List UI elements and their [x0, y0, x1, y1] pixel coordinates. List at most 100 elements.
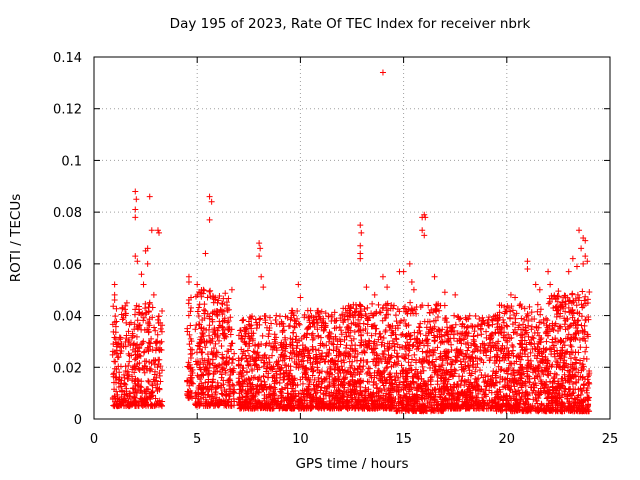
data-point: [228, 340, 235, 347]
data-point: [140, 399, 147, 406]
data-point: [357, 383, 364, 390]
data-point: [134, 258, 141, 265]
data-point: [119, 316, 126, 323]
data-point: [143, 393, 150, 400]
data-point: [225, 306, 232, 313]
data-point: [425, 302, 432, 309]
data-point: [296, 337, 303, 344]
data-point: [118, 348, 125, 355]
data-point: [260, 404, 267, 411]
data-point: [201, 301, 208, 308]
data-point: [577, 344, 584, 351]
data-point: [296, 361, 303, 368]
data-point: [255, 389, 262, 396]
data-point: [581, 328, 588, 335]
data-point: [251, 362, 258, 369]
data-point: [194, 281, 201, 288]
data-point: [297, 294, 304, 301]
data-point: [218, 371, 225, 378]
data-point: [136, 303, 143, 310]
data-point: [225, 396, 232, 403]
data-point: [239, 383, 246, 390]
data-point: [197, 376, 204, 383]
data-point: [268, 320, 275, 327]
data-point: [209, 379, 216, 386]
data-point: [308, 405, 315, 412]
data-point: [251, 405, 258, 412]
data-point: [238, 356, 245, 363]
data-point: [524, 266, 531, 273]
data-point: [214, 333, 221, 340]
data-point: [198, 324, 205, 331]
data-point: [187, 322, 194, 329]
data-point: [122, 381, 129, 388]
data-point: [260, 373, 267, 380]
data-point: [318, 384, 325, 391]
data-point: [216, 309, 223, 316]
data-point: [278, 393, 285, 400]
data-point: [279, 347, 286, 354]
data-point: [242, 327, 249, 334]
data-point: [297, 376, 304, 383]
data-point: [266, 405, 273, 412]
data-point: [325, 392, 332, 399]
data-point: [579, 288, 586, 295]
data-point: [431, 273, 438, 280]
data-point: [154, 331, 161, 338]
data-point: [141, 369, 148, 376]
data-point: [146, 358, 153, 365]
data-point: [241, 377, 248, 384]
data-point: [271, 391, 278, 398]
data-point: [187, 308, 194, 315]
data-point: [113, 318, 120, 325]
data-point: [272, 316, 279, 323]
data-point: [390, 302, 397, 309]
data-point: [543, 338, 550, 345]
data-point: [146, 316, 153, 323]
data-point: [185, 359, 192, 366]
data-point: [187, 374, 194, 381]
data-point: [209, 309, 216, 316]
data-point: [327, 358, 334, 365]
data-point: [260, 363, 267, 370]
data-point: [147, 396, 154, 403]
data-point: [132, 214, 139, 221]
data-point: [112, 313, 119, 320]
data-point: [257, 245, 264, 252]
data-point: [325, 352, 332, 359]
data-point: [140, 314, 147, 321]
data-point: [196, 364, 203, 371]
data-point: [111, 358, 118, 365]
data-point: [582, 293, 589, 300]
data-point: [209, 318, 216, 325]
data-point: [198, 380, 205, 387]
data-point: [185, 273, 192, 280]
data-point: [266, 404, 273, 411]
data-point: [137, 388, 144, 395]
data-point: [567, 355, 574, 362]
data-point: [295, 281, 302, 288]
data-point: [474, 332, 481, 339]
data-point: [279, 386, 286, 393]
data-point: [110, 328, 117, 335]
data-point: [136, 352, 143, 359]
data-point: [568, 343, 575, 350]
data-point: [323, 342, 330, 349]
data-point: [569, 255, 576, 262]
data-point: [210, 345, 217, 352]
x-tick-label: 0: [90, 432, 98, 447]
data-point: [306, 319, 313, 326]
data-point: [374, 384, 381, 391]
data-point: [364, 304, 371, 311]
data-point: [129, 346, 136, 353]
data-point: [211, 326, 218, 333]
data-point: [136, 359, 143, 366]
data-point: [278, 351, 285, 358]
data-point: [199, 329, 206, 336]
data-point: [338, 357, 345, 364]
data-point: [357, 250, 364, 257]
data-point: [578, 322, 585, 329]
data-point: [245, 340, 252, 347]
data-point: [223, 393, 230, 400]
data-point: [544, 317, 551, 324]
